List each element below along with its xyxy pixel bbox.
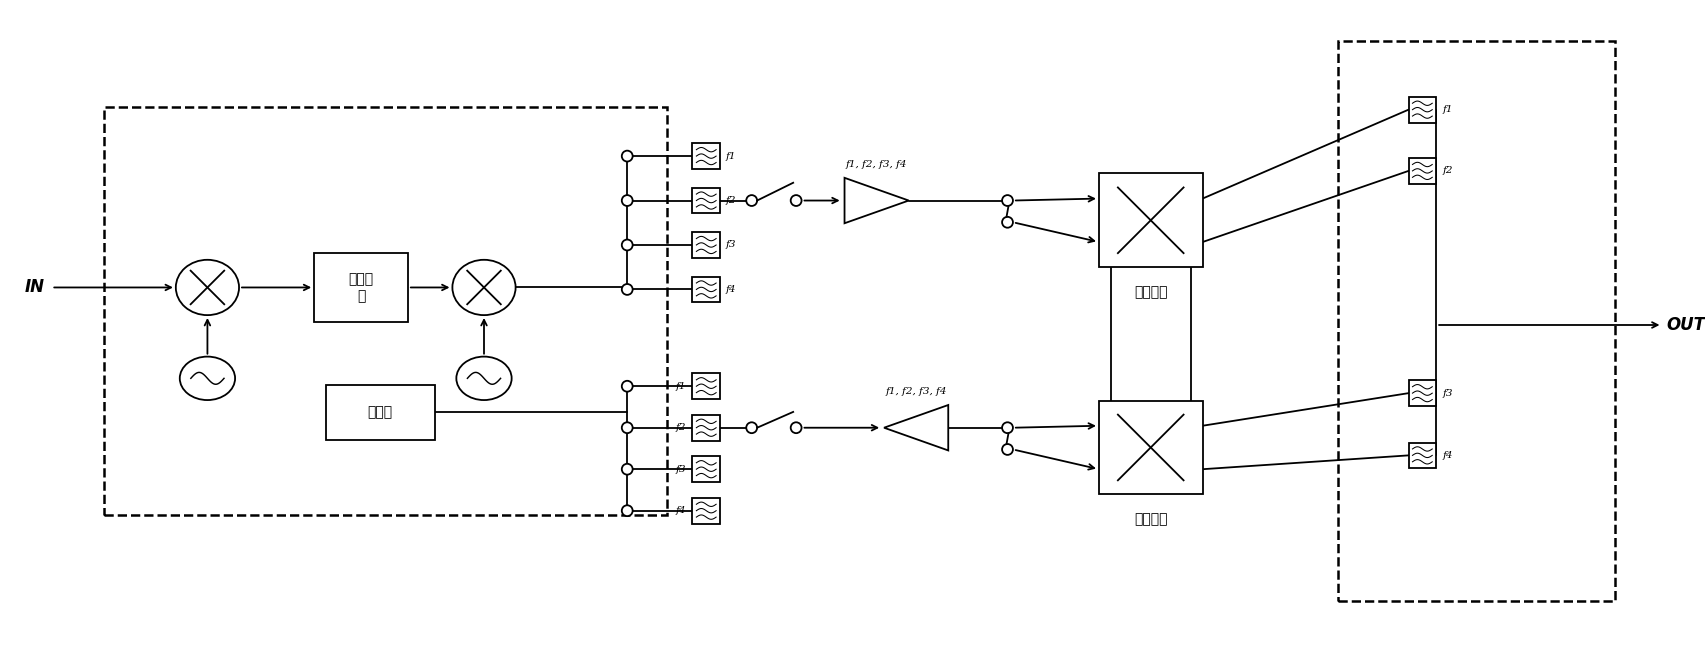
Text: f1: f1 [1442, 105, 1454, 114]
Text: 同轴开关: 同轴开关 [1134, 285, 1168, 299]
Text: f4: f4 [1442, 451, 1454, 460]
Circle shape [1003, 195, 1013, 206]
Bar [326, 386, 435, 439]
Polygon shape [883, 405, 948, 450]
Bar [692, 498, 720, 524]
Circle shape [747, 422, 757, 433]
Circle shape [622, 506, 633, 516]
Circle shape [791, 195, 801, 206]
Bar [692, 415, 720, 441]
Bar [1100, 400, 1202, 495]
Text: f3: f3 [1442, 389, 1454, 398]
Circle shape [622, 464, 633, 474]
Text: 同轴开关: 同轴开关 [1134, 512, 1168, 526]
Circle shape [622, 381, 633, 391]
Ellipse shape [179, 356, 235, 400]
Ellipse shape [452, 260, 515, 315]
Circle shape [622, 422, 633, 433]
Circle shape [747, 195, 757, 206]
Circle shape [622, 151, 633, 162]
Circle shape [1003, 444, 1013, 455]
Text: f1: f1 [675, 382, 687, 391]
Bar [1100, 173, 1202, 267]
Text: f3: f3 [726, 241, 737, 249]
Circle shape [1003, 217, 1013, 228]
Text: f2: f2 [1442, 166, 1454, 175]
Text: f1, f2, f3, f4: f1, f2, f3, f4 [846, 160, 907, 169]
Bar [1408, 443, 1436, 468]
Bar [692, 456, 720, 482]
Bar [692, 373, 720, 399]
Text: f3: f3 [675, 465, 687, 474]
Circle shape [622, 195, 633, 206]
Text: OUT: OUT [1666, 316, 1705, 334]
Text: 下变频: 下变频 [368, 406, 392, 419]
Ellipse shape [176, 260, 239, 315]
Text: f1: f1 [726, 152, 737, 160]
Bar [314, 253, 407, 322]
Bar [1338, 40, 1615, 600]
Text: f4: f4 [726, 285, 737, 294]
Bar [692, 143, 720, 169]
Bar [104, 106, 667, 515]
Text: f1, f2, f3, f4: f1, f2, f3, f4 [885, 387, 946, 396]
Ellipse shape [457, 356, 512, 400]
Bar [692, 188, 720, 214]
Text: f2: f2 [675, 423, 687, 432]
Text: f4: f4 [675, 506, 687, 515]
Text: f2: f2 [726, 196, 737, 205]
Circle shape [1003, 422, 1013, 433]
Bar [1408, 380, 1436, 406]
Bar [692, 232, 720, 258]
Circle shape [622, 284, 633, 295]
Bar [1408, 97, 1436, 123]
Circle shape [622, 239, 633, 251]
Polygon shape [844, 178, 909, 223]
Text: 滤波放
大: 滤波放 大 [348, 272, 373, 303]
Bar [692, 276, 720, 302]
Circle shape [791, 422, 801, 433]
Text: IN: IN [24, 278, 44, 297]
Bar [1408, 158, 1436, 184]
